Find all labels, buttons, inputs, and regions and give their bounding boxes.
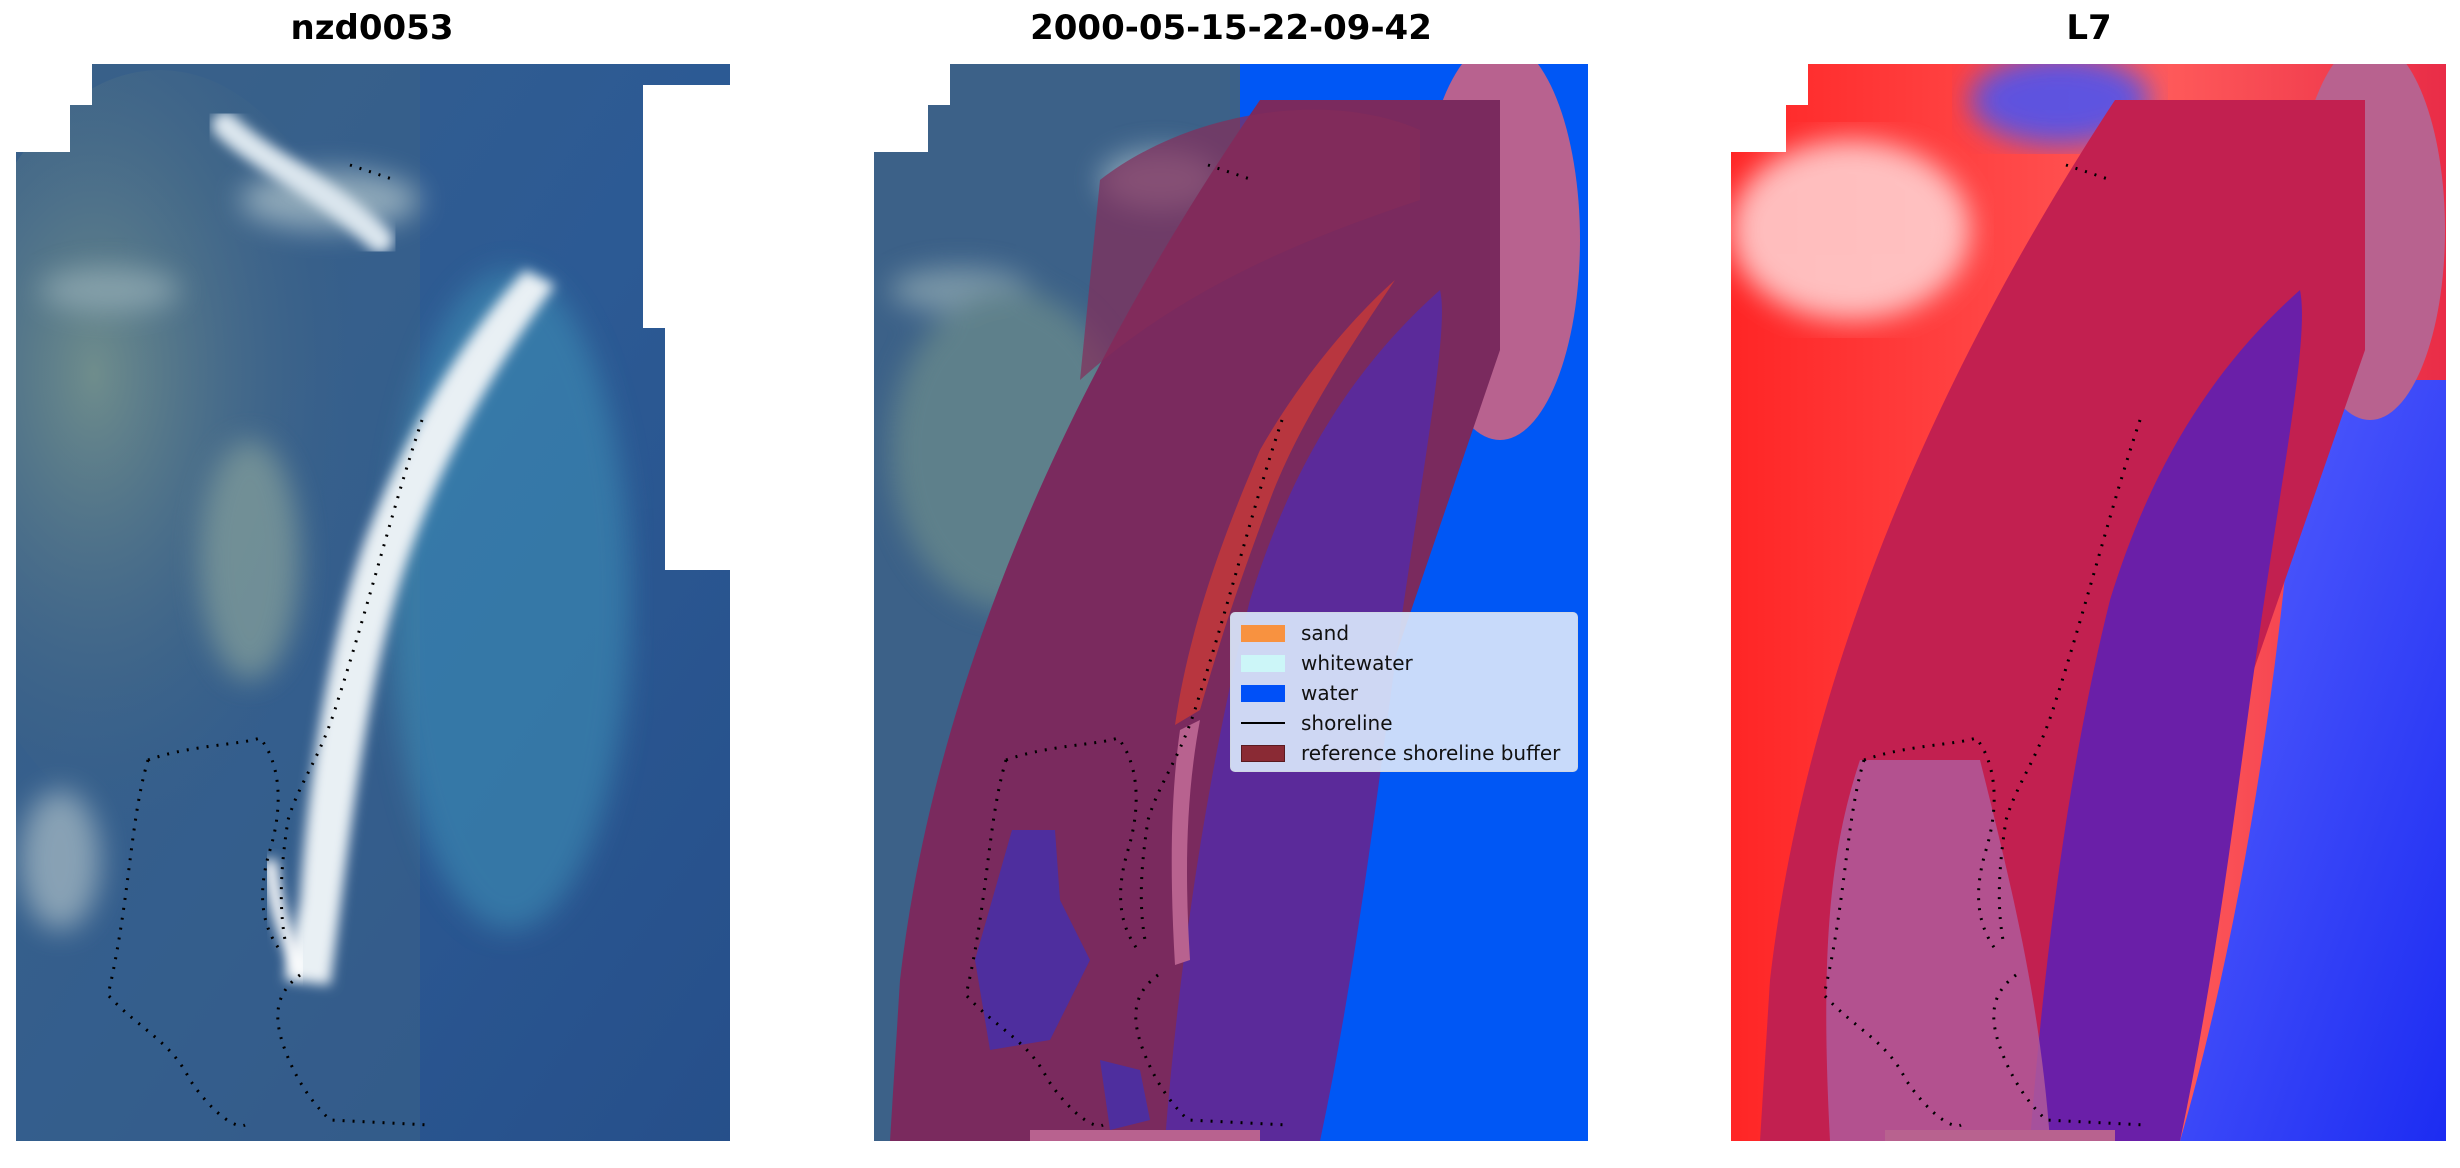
legend: sand whitewater water shoreline referenc… bbox=[1230, 612, 1578, 772]
legend-label: sand bbox=[1301, 621, 1350, 645]
legend-item-buffer: reference shoreline buffer bbox=[1241, 738, 1567, 768]
legend-label: reference shoreline buffer bbox=[1301, 741, 1561, 765]
shoreline-dots-rgb bbox=[106, 163, 431, 1128]
buffer-swatch bbox=[1241, 744, 1285, 762]
legend-item-sand: sand bbox=[1241, 618, 1567, 648]
sand-swatch bbox=[1241, 624, 1285, 642]
legend-item-whitewater: whitewater bbox=[1241, 648, 1567, 678]
legend-item-shoreline: shoreline bbox=[1241, 708, 1567, 738]
legend-item-water: water bbox=[1241, 678, 1567, 708]
shoreline-dots-index bbox=[1822, 163, 2147, 1128]
legend-label: water bbox=[1301, 681, 1358, 705]
legend-label: whitewater bbox=[1301, 651, 1413, 675]
legend-label: shoreline bbox=[1301, 711, 1393, 735]
classification-image bbox=[874, 64, 1588, 1141]
panel-title-rgb: nzd0053 bbox=[290, 8, 454, 48]
shoreline-swatch bbox=[1241, 722, 1285, 724]
water-swatch bbox=[1241, 684, 1285, 702]
panel-title-classification: 2000-05-15-22-09-42 bbox=[1030, 8, 1432, 48]
shoreline-dots-classification bbox=[964, 163, 1289, 1128]
panel-title-index: L7 bbox=[2066, 8, 2112, 48]
rgb-image bbox=[16, 64, 730, 1141]
whitewater-swatch bbox=[1241, 654, 1285, 672]
index-image bbox=[1731, 64, 2446, 1141]
